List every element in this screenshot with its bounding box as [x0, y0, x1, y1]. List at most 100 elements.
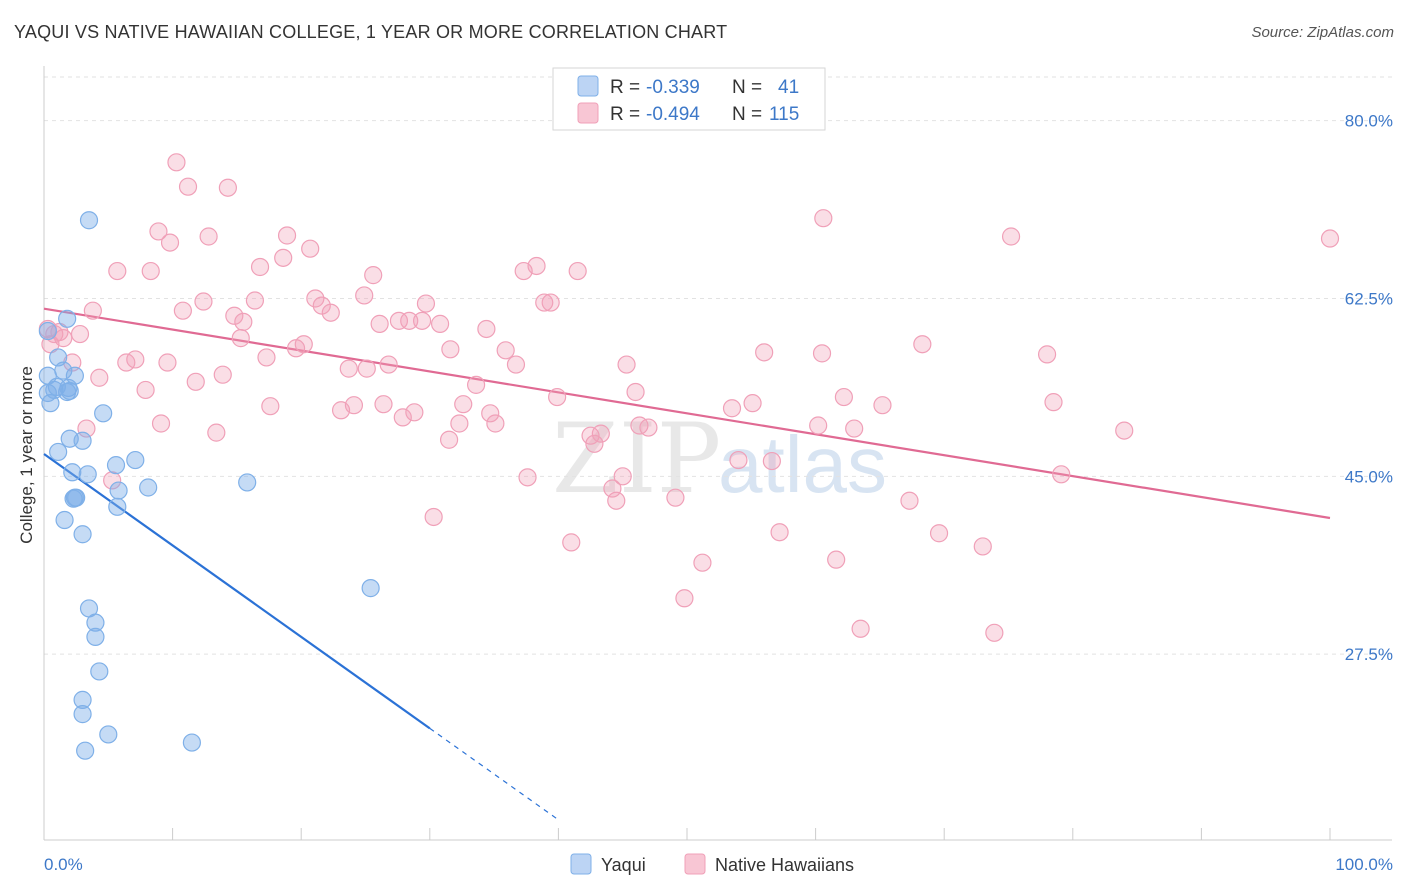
hawaiian-point — [755, 343, 774, 362]
hawaiian-point — [527, 256, 546, 276]
hawaiian-point — [250, 257, 270, 277]
hawaiian-point — [357, 359, 376, 378]
yaqui-point — [73, 525, 92, 544]
chart-title: YAQUI VS NATIVE HAWAIIAN COLLEGE, 1 YEAR… — [14, 22, 728, 42]
source-label: Source: ZipAtlas.com — [1251, 24, 1394, 41]
hawaiian-point — [370, 314, 389, 333]
hawaiian-point — [722, 399, 742, 418]
watermark: ZIP atlas — [552, 403, 887, 515]
hawaiian-point — [257, 348, 276, 367]
legend-yaqui-r-value: -0.339 — [646, 77, 700, 98]
y-tick-label: 80.0% — [1345, 112, 1393, 131]
y-tick-label: 45.0% — [1345, 467, 1393, 486]
hawaiian-point — [151, 414, 171, 433]
hawaiian-point — [466, 375, 486, 394]
hawaiian-point — [548, 387, 567, 407]
yaqui-point — [58, 309, 77, 328]
hawaiian-point — [851, 619, 870, 638]
yaqui-point — [90, 662, 109, 681]
hawaiian-point — [486, 414, 505, 433]
yaqui-point — [94, 404, 113, 423]
gridlines — [44, 76, 1392, 655]
hawaiian-point — [141, 261, 160, 281]
hawaiian-point — [985, 623, 1004, 642]
hawaiian-point — [294, 335, 313, 354]
hawaiian-point — [481, 404, 500, 423]
yaqui-trendline-solid — [43, 453, 431, 730]
hawaiian-point — [245, 291, 265, 310]
yaqui-point — [86, 613, 105, 632]
hawaiian-point — [374, 395, 393, 414]
hawaiian-point — [218, 178, 237, 197]
hawaiian-point — [364, 266, 383, 285]
hawaiian-point — [424, 507, 443, 527]
hawaiian-point — [379, 355, 398, 374]
yaqui-points — [38, 211, 380, 760]
hawaiian-point — [450, 414, 469, 433]
yaqui-point — [73, 705, 92, 724]
yaqui-point — [126, 450, 145, 470]
hawaiian-point — [441, 340, 460, 359]
hawaiian-point — [160, 233, 180, 252]
bottom-legend-hawaiian-swatch — [684, 853, 706, 875]
hawaiian-point — [454, 395, 473, 414]
hawaiian-point — [809, 416, 828, 435]
yaqui-point — [109, 481, 128, 500]
x-tick-label: 100.0% — [1335, 855, 1393, 874]
x-tick-label: 0.0% — [44, 855, 83, 874]
hawaiian-point — [90, 368, 109, 387]
hawaiian-point — [729, 450, 748, 470]
y-tick-label: 27.5% — [1345, 645, 1393, 664]
hawaiian-point — [355, 286, 374, 305]
hawaiian-point — [344, 396, 364, 415]
yaqui-trendline — [43, 453, 559, 821]
yaqui-point — [67, 488, 86, 507]
yaqui-point — [139, 478, 158, 497]
hawaiian-point — [393, 408, 412, 427]
yaqui-point — [65, 366, 84, 385]
yaqui-point — [78, 465, 97, 484]
hawaiian-point — [617, 355, 636, 374]
hawaiian-point — [225, 306, 244, 325]
hawaiian-point — [186, 372, 205, 391]
hawaiian-point — [845, 419, 864, 438]
hawaiian-point — [762, 451, 781, 471]
watermark-zip: ZIP — [552, 403, 721, 515]
y-tick-label: 62.5% — [1345, 289, 1393, 308]
hawaiian-point — [591, 424, 610, 443]
tick-labels: 27.5% 45.0% 62.5% 80.0% 0.0% 100.0% — [44, 112, 1393, 874]
hawaiian-point — [770, 523, 789, 542]
hawaiian-point — [339, 359, 358, 378]
yaqui-point — [108, 497, 127, 516]
hawaiian-point — [814, 209, 833, 228]
hawaiian-point — [812, 344, 832, 363]
hawaiian-point — [585, 434, 604, 453]
hawaiian-point — [430, 314, 450, 333]
legend-yaqui-n-value: 41 — [778, 77, 799, 98]
hawaiian-points — [38, 153, 1340, 642]
hawaiian-point — [973, 537, 992, 556]
hawaiian-point — [199, 227, 218, 246]
hawaiian-point — [83, 301, 102, 320]
hawaiian-point — [834, 387, 853, 407]
yaqui-point — [55, 510, 74, 530]
hawaiian-point — [496, 341, 515, 360]
legend-yaqui-r-label: R = — [610, 77, 640, 98]
yaqui-point — [79, 211, 99, 230]
yaqui-point — [38, 321, 57, 341]
yaqui-trendline-dashed — [429, 727, 559, 821]
hawaiian-trendline-solid — [43, 307, 1331, 520]
hawaiian-point — [1052, 465, 1071, 484]
yaqui-point — [76, 741, 95, 760]
yaqui-point — [86, 627, 105, 646]
legend-yaqui-swatch — [577, 75, 599, 97]
hawaiian-point — [1115, 421, 1134, 440]
hawaiian-point — [178, 177, 198, 196]
hawaiian-point — [666, 488, 685, 507]
hawaiian-point — [261, 397, 280, 416]
hawaiian-point — [167, 153, 186, 172]
hawaiian-point — [630, 416, 649, 435]
yaqui-point — [49, 442, 68, 462]
legend-hawaiian-r-label: R = — [610, 104, 640, 125]
y-axis-label: College, 1 year or more — [17, 366, 36, 544]
